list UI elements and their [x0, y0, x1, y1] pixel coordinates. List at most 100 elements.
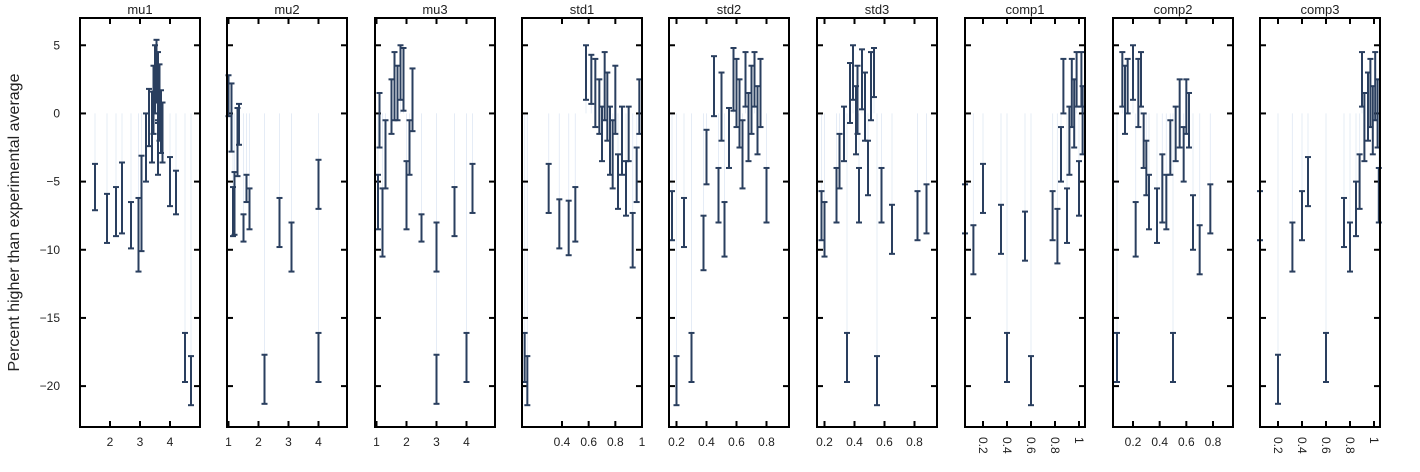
error-bar [739, 119, 746, 190]
error-bar [700, 214, 707, 272]
error-bar [980, 162, 986, 214]
panel-frame [374, 17, 496, 428]
error-bar [612, 64, 619, 135]
x-tick-label: 0.2 [816, 435, 833, 449]
panel-comp1: comp1 0.2 0.4 0.6 0.8 1 [962, 2, 1086, 454]
error-bar [1289, 221, 1296, 273]
error-bar [1114, 331, 1120, 384]
x-tick-label: 0.2 [976, 437, 990, 454]
x-tick-label: 0.8 [607, 435, 624, 449]
y-tick-label: 0 [53, 106, 60, 120]
panel-title: mu3 [422, 2, 447, 17]
error-bar [382, 119, 389, 190]
error-bar [1064, 187, 1070, 244]
error-bar [556, 198, 563, 250]
panel-mu2: mu2 1 2 3 4 [225, 2, 348, 449]
error-bar [188, 355, 194, 407]
error-bar [1159, 153, 1166, 224]
x-tick-label: 1 [1072, 437, 1086, 444]
error-bar [1299, 190, 1305, 242]
error-bar [871, 46, 877, 99]
x-tick-label: 0.4 [1295, 437, 1309, 454]
x-tick-label: 1 [225, 435, 232, 449]
error-bar [1124, 57, 1131, 115]
error-bar [524, 355, 531, 407]
error-bar [721, 201, 728, 258]
panel-title: std1 [570, 2, 595, 17]
panel-std2: std2 0.2 0.4 0.6 0.8 [668, 2, 790, 449]
x-tick-label: 0.6 [1024, 437, 1038, 454]
error-bar [588, 53, 595, 105]
panel-title: mu2 [274, 2, 299, 17]
error-bar [711, 55, 717, 118]
panel-title: comp2 [1153, 2, 1192, 17]
error-bar [673, 355, 680, 407]
x-tick-label: 1 [373, 435, 380, 449]
panel-frame [1259, 17, 1381, 428]
error-bar [119, 161, 125, 235]
error-bar [236, 102, 242, 146]
x-tick-label: 0.4 [554, 435, 571, 449]
error-bar [104, 192, 110, 244]
panel-frame [79, 17, 201, 428]
error-bar [619, 105, 625, 176]
error-bar [914, 190, 921, 242]
error-bar [1275, 353, 1281, 405]
error-bar [418, 213, 425, 243]
error-bar [1356, 153, 1363, 210]
panel-frame [1112, 17, 1234, 428]
x-tick-label: 0.4 [698, 435, 715, 449]
error-bar [182, 331, 188, 384]
panel-mu3: mu3 1 2 3 4 [373, 2, 496, 449]
error-bar [633, 146, 640, 204]
error-bar [1022, 210, 1028, 262]
error-bar [923, 183, 930, 235]
x-tick-label: 0.8 [1048, 437, 1062, 454]
panel-title: mu1 [127, 2, 152, 17]
x-tick-label: 4 [167, 435, 174, 449]
y-tick-label: −15 [40, 311, 61, 325]
x-tick-label: 3 [285, 435, 292, 449]
error-bar [844, 331, 850, 384]
error-bar [715, 166, 722, 224]
y-tick-label: −10 [40, 243, 61, 257]
panel-frame [668, 17, 790, 428]
error-bar [629, 211, 636, 269]
error-bar [246, 187, 253, 231]
error-bar [615, 153, 621, 210]
error-bar [1180, 126, 1187, 183]
panel-title: comp3 [1300, 2, 1339, 17]
error-bar [821, 201, 828, 258]
panel-frame [816, 17, 938, 428]
error-bar [623, 160, 629, 217]
error-bar [625, 105, 632, 163]
x-tick-label: 3 [433, 435, 440, 449]
x-tick-label: 0.4 [846, 435, 863, 449]
x-tick-label: 0.6 [580, 435, 597, 449]
panel-frame [226, 17, 348, 428]
error-bar [889, 203, 895, 255]
error-bar [228, 82, 235, 153]
error-bar [276, 196, 283, 249]
error-bar [865, 139, 871, 197]
error-bar [1130, 44, 1136, 101]
error-bar [703, 128, 710, 186]
error-bar [1186, 91, 1192, 149]
panel-std3: std3 0.2 0.4 0.6 0.8 [816, 2, 938, 449]
error-bar [1190, 194, 1196, 251]
error-bar [1207, 183, 1214, 235]
error-bar [315, 331, 322, 384]
panel-title: std3 [865, 2, 890, 17]
y-tick-label: −20 [40, 379, 61, 393]
error-bar [315, 158, 322, 210]
error-bar [1196, 224, 1203, 276]
error-bar [1353, 180, 1359, 238]
panel-frame [964, 17, 1086, 428]
error-bar [1176, 78, 1183, 149]
x-tick-label: 1 [1367, 437, 1381, 444]
error-bar [836, 132, 843, 190]
x-tick-label: 4 [315, 435, 322, 449]
error-bar [1170, 331, 1176, 384]
